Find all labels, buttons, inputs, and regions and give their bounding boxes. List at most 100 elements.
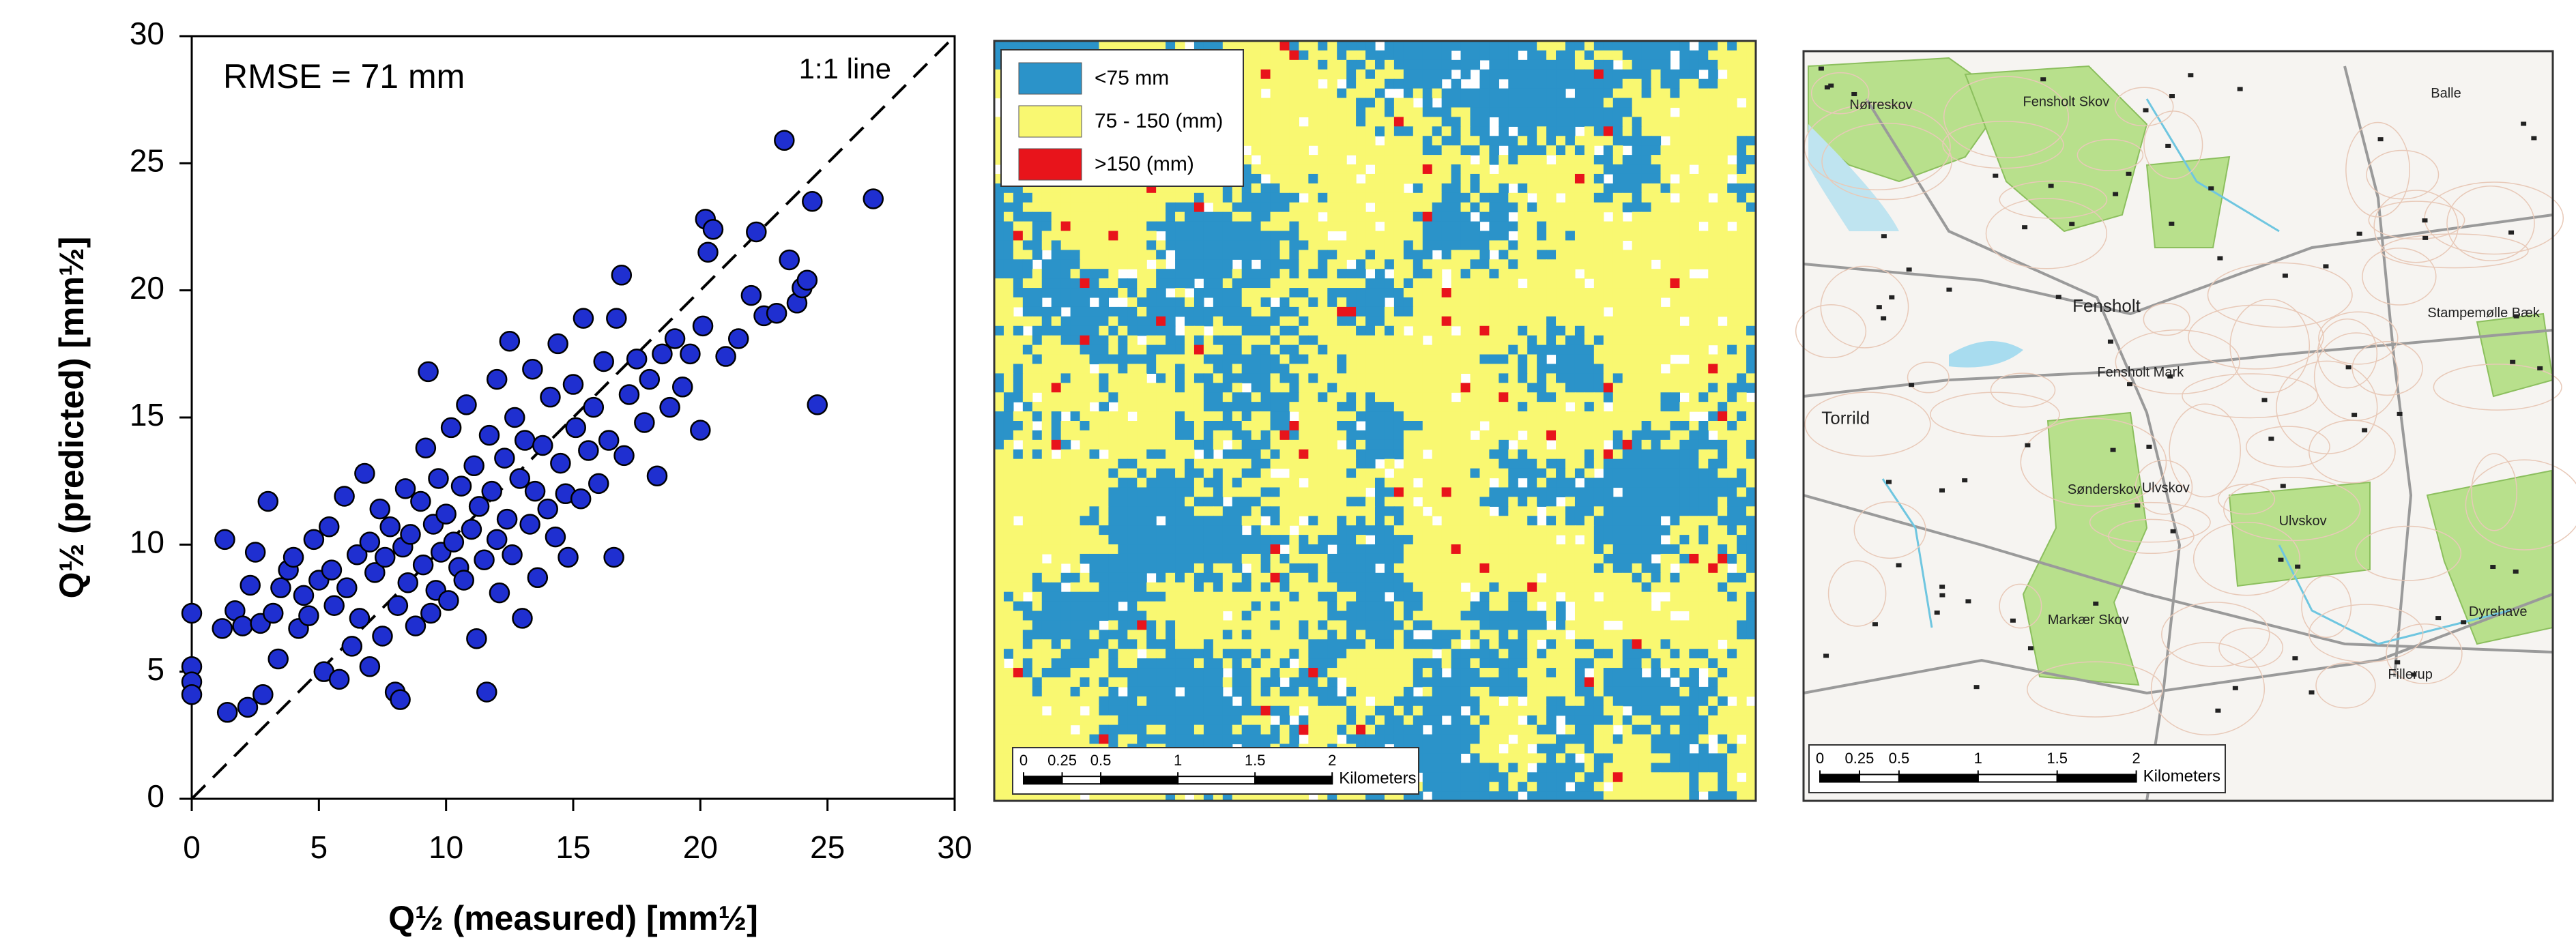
raster-cell [1508, 345, 1518, 355]
raster-cell [1623, 41, 1633, 51]
raster-cell [1175, 611, 1185, 621]
raster-cell [1080, 478, 1090, 488]
x-tick-label: 5 [310, 829, 328, 865]
raster-cell [1432, 79, 1443, 89]
raster-cell [1613, 126, 1623, 136]
raster-cell [1242, 430, 1252, 441]
raster-cell [1146, 563, 1157, 574]
raster-cell [1661, 355, 1671, 365]
raster-cell [1556, 336, 1566, 346]
raster-cell [1461, 440, 1471, 450]
raster-cell [1679, 345, 1690, 355]
raster-cell [1479, 459, 1490, 469]
annotation: 1:1 line [799, 53, 891, 85]
raster-cell [1261, 535, 1271, 545]
raster-cell [1061, 630, 1071, 640]
raster-cell [1698, 145, 1709, 156]
raster-cell [1308, 136, 1318, 146]
raster-cell [1670, 364, 1680, 374]
raster-cell [1127, 336, 1138, 346]
raster-cell [1071, 554, 1081, 564]
raster-cell [1698, 231, 1709, 241]
raster-cell [1518, 145, 1528, 156]
raster-cell [1052, 336, 1062, 346]
raster-cell [1679, 240, 1690, 250]
raster-cell [1394, 41, 1404, 51]
raster-cell [1156, 402, 1166, 412]
raster-cell [1594, 535, 1604, 545]
raster-cell [1670, 525, 1680, 535]
raster-cell [1327, 402, 1337, 412]
raster-cell [1651, 155, 1662, 165]
raster-cell [1575, 288, 1585, 298]
raster-cell [1404, 411, 1414, 422]
point [259, 492, 278, 511]
raster-cell [1718, 269, 1728, 279]
raster-cell [1584, 145, 1595, 156]
raster-cell [1613, 583, 1623, 593]
raster-cell [1432, 345, 1443, 355]
raster-cell [1146, 307, 1157, 317]
raster-cell [1670, 155, 1680, 165]
raster-cell [1251, 336, 1262, 346]
raster-cell [994, 535, 1004, 545]
raster-cell [1289, 573, 1299, 583]
raster-cell [1099, 222, 1109, 232]
raster-cell [1327, 611, 1337, 621]
raster-cell [1575, 307, 1585, 317]
raster-cell [1708, 288, 1718, 298]
point [729, 329, 748, 348]
raster-cell [1261, 136, 1271, 146]
raster-cell [1365, 222, 1376, 232]
raster-cell [1127, 535, 1138, 545]
raster-cell [1423, 288, 1433, 298]
raster-cell [1546, 203, 1557, 213]
raster-cell [1394, 544, 1404, 555]
raster-cell [1670, 183, 1680, 194]
raster-cell [1432, 307, 1443, 317]
raster-cell [1223, 421, 1233, 431]
raster-cell [1156, 373, 1166, 383]
raster-cell [1708, 278, 1718, 289]
raster-cell [1632, 326, 1642, 336]
raster-cell [1137, 440, 1147, 450]
raster-cell [1318, 440, 1328, 450]
raster-cell [1651, 297, 1662, 308]
raster-cell [1727, 183, 1737, 194]
raster-cell [1489, 459, 1499, 469]
raster-cell [1679, 487, 1690, 497]
raster-cell [1727, 459, 1737, 469]
raster-cell [1385, 459, 1395, 469]
raster-cell [1327, 487, 1337, 497]
raster-cell [1137, 554, 1147, 564]
raster-cell [1327, 183, 1337, 194]
raster-cell [1375, 573, 1385, 583]
raster-cell [1518, 212, 1528, 222]
raster-cell [1508, 583, 1518, 593]
raster-cell [1375, 373, 1385, 383]
raster-cell [1404, 107, 1414, 117]
raster-cell [1604, 145, 1614, 156]
raster-cell [1099, 639, 1109, 649]
raster-cell [1442, 355, 1452, 365]
raster-cell [1280, 421, 1290, 431]
raster-cell [1718, 563, 1728, 574]
raster-cell [1175, 392, 1185, 402]
raster-cell [1471, 469, 1481, 479]
raster-cell [1042, 573, 1052, 583]
raster-cell [1556, 231, 1566, 241]
raster-cell [1242, 450, 1252, 460]
raster-cell [1232, 535, 1243, 545]
raster-cell [1404, 421, 1414, 431]
raster-cell [1337, 50, 1347, 61]
raster-cell [1746, 469, 1756, 479]
raster-cell [1166, 364, 1176, 374]
raster-cell [1318, 383, 1328, 393]
raster-cell [1194, 250, 1204, 260]
raster-cell [1737, 506, 1747, 516]
raster-cell [994, 497, 1004, 507]
raster-cell [1527, 592, 1537, 602]
raster-cell [1156, 573, 1166, 583]
raster-cell [1213, 478, 1224, 488]
raster-cell [1385, 136, 1395, 146]
